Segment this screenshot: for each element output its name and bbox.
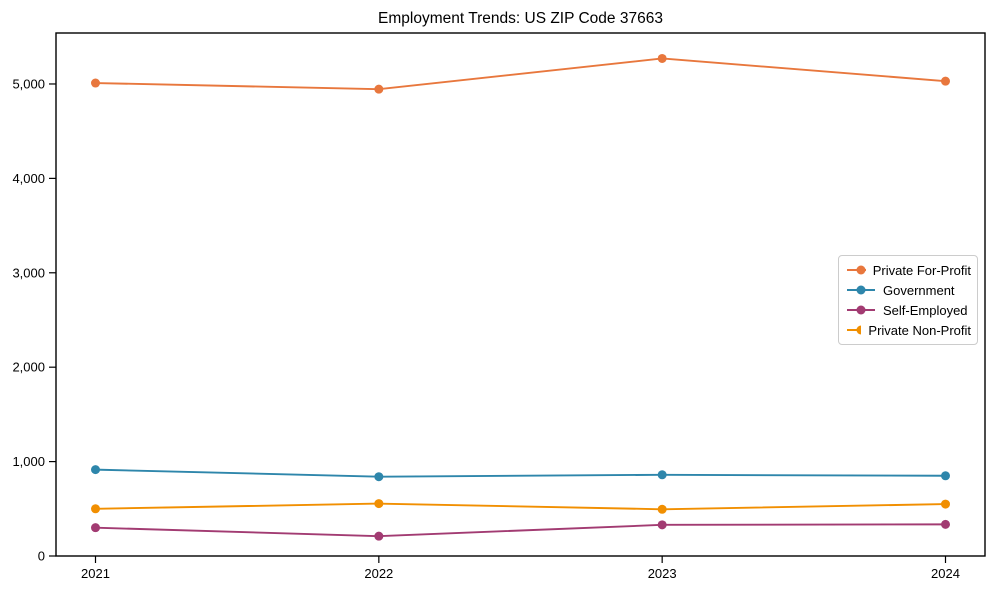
legend-marker-icon xyxy=(847,265,866,275)
data-point-self-employed xyxy=(657,520,667,530)
data-point-private-non-profit xyxy=(374,499,384,509)
data-point-self-employed xyxy=(941,519,950,529)
data-point-private-non-profit xyxy=(657,504,667,514)
legend-item-private-for-profit: Private For-Profit xyxy=(846,260,971,280)
legend-marker-icon xyxy=(847,305,875,315)
series-line-self-employed xyxy=(95,523,946,538)
legend-item-private-non-profit: Private Non-Profit xyxy=(846,320,971,340)
y-tick-label: 4,000 xyxy=(12,171,45,186)
x-tick-label: 2022 xyxy=(364,566,393,581)
y-tick-label: 0 xyxy=(38,549,45,564)
y-tick-label: 5,000 xyxy=(12,76,45,91)
y-tick-label: 1,000 xyxy=(12,454,45,469)
legend-marker-icon xyxy=(847,285,875,295)
data-point-government xyxy=(374,472,384,482)
data-point-government xyxy=(91,465,100,475)
data-point-self-employed xyxy=(374,531,384,541)
data-point-private-for-profit xyxy=(374,84,384,94)
legend-label: Government xyxy=(883,282,955,298)
legend-label: Private For-Profit xyxy=(872,262,971,278)
x-tick-label: 2024 xyxy=(931,566,960,581)
plot-frame xyxy=(55,32,986,557)
data-point-government xyxy=(941,471,950,481)
chart-legend: Private For-Profit Government Self-Employe… xyxy=(838,255,978,345)
series-line-government xyxy=(95,468,946,478)
x-tick-label: 2023 xyxy=(648,566,677,581)
data-point-government xyxy=(657,470,667,480)
data-point-private-non-profit xyxy=(941,499,950,509)
series-line-private-for-profit xyxy=(95,57,946,91)
y-tick-label: 2,000 xyxy=(12,360,45,375)
data-point-private-for-profit xyxy=(941,76,950,86)
data-point-private-for-profit xyxy=(657,53,667,63)
legend-label: Private Non-Profit xyxy=(868,322,971,338)
data-point-self-employed xyxy=(91,523,100,533)
chart-title: Employment Trends: US ZIP Code 37663 xyxy=(378,10,663,27)
x-tick-label: 2021 xyxy=(81,566,110,581)
legend-item-self-employed: Self-Employed xyxy=(846,300,971,320)
series-line-private-non-profit xyxy=(95,502,946,511)
legend-label: Self-Employed xyxy=(883,302,968,318)
data-point-private-non-profit xyxy=(91,504,100,514)
data-point-private-for-profit xyxy=(91,78,100,88)
legend-marker-icon xyxy=(847,325,862,335)
y-tick-label: 3,000 xyxy=(12,265,45,280)
legend-item-government: Government xyxy=(846,280,971,300)
